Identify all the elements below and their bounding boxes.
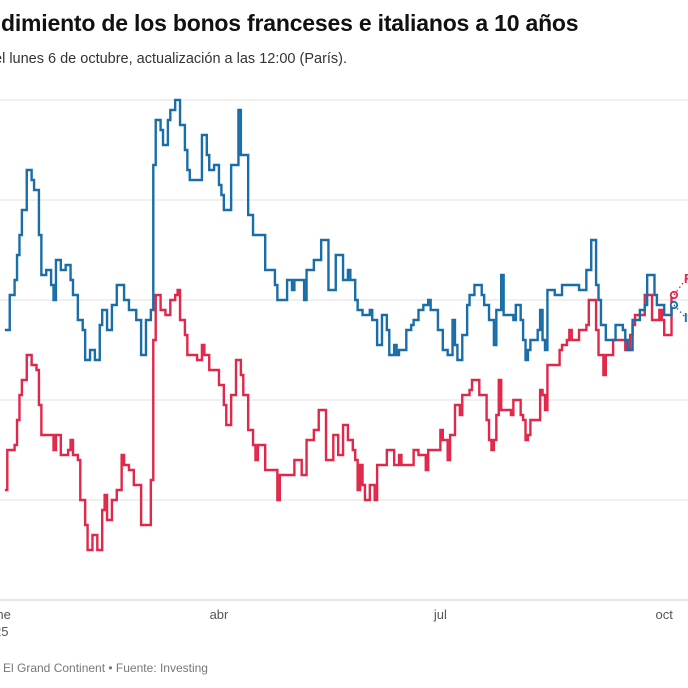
series-line-francia [4, 288, 674, 552]
chart-subtitle: el lunes 6 de octubre, actualización a l… [0, 51, 348, 67]
series-end-label: Francia 3,61 [684, 271, 688, 286]
label-leader-line [673, 304, 687, 319]
x-tick-sublabel: 2025 [0, 624, 8, 639]
x-axis-ticks: ene 2025 abr jul oct [0, 607, 673, 639]
series-lines [4, 98, 679, 552]
x-tick-label: oct [656, 607, 674, 622]
x-tick-label: jul [433, 607, 447, 622]
source-footer: El Grand Continent • Fuente: Investing [3, 661, 208, 675]
series-end-label: Italia 3,59 [684, 310, 688, 325]
gridlines [0, 99, 688, 601]
x-tick-label: abr [210, 607, 229, 622]
chart-title: dimiento de los bonos franceses e italia… [1, 10, 579, 36]
label-leader-line [673, 278, 687, 296]
series-line-italia [4, 98, 674, 362]
x-tick-label: ene [0, 607, 11, 622]
series-end-labels: Francia 3,61 Italia 3,59 [673, 271, 688, 325]
